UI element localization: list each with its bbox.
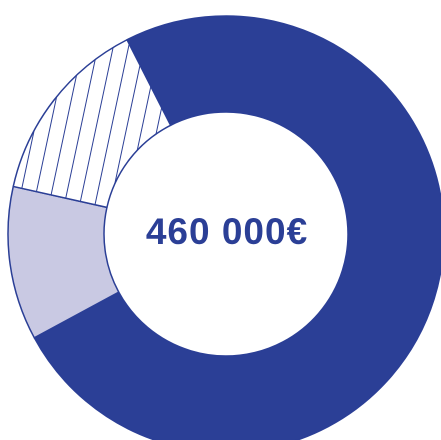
donut-slices (7, 15, 441, 440)
donut-slice-1 (33, 15, 441, 440)
donut-slice-3 (12, 39, 172, 209)
center-value-label: 460 000€ (146, 211, 308, 252)
